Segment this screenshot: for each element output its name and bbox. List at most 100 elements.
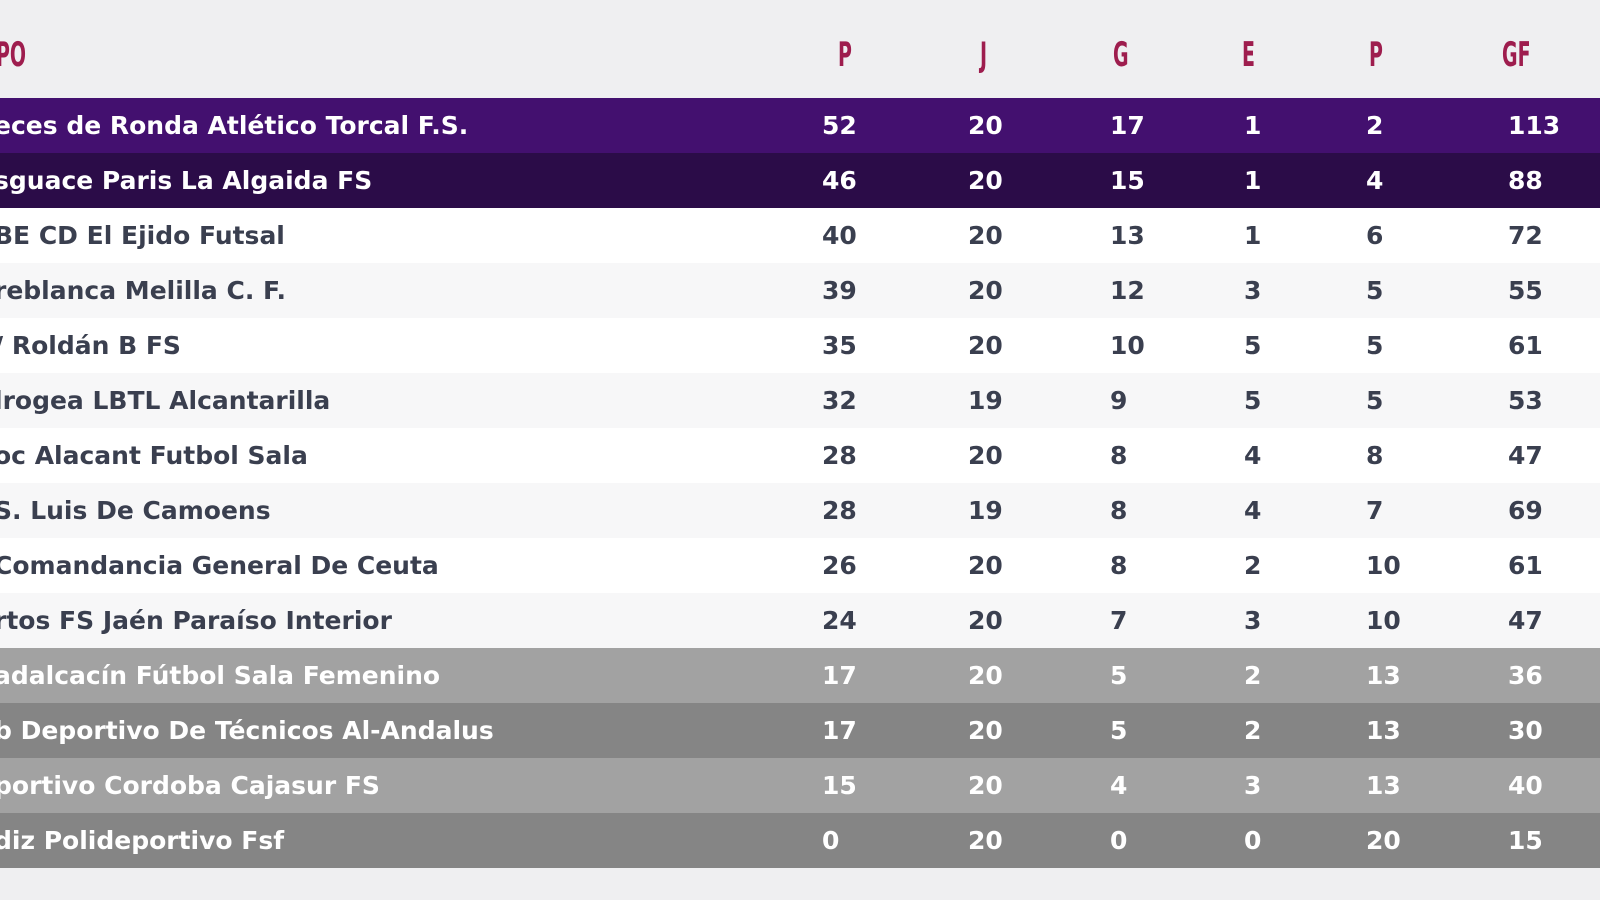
- played-value: 20: [968, 771, 1003, 800]
- team-name: S. Luis De Camoens: [0, 496, 271, 525]
- column-header-drawn: E: [1242, 35, 1255, 75]
- played-value: 20: [968, 331, 1003, 360]
- drawn-value: 4: [1244, 441, 1262, 470]
- goals-for-value: 55: [1508, 276, 1543, 305]
- table-row: portivo Cordoba Cajasur FS 15 20 4 3 13 …: [0, 758, 1600, 813]
- table-row: eces de Ronda Atlético Torcal F.S. 52 20…: [0, 98, 1600, 153]
- lost-value: 13: [1366, 661, 1401, 690]
- won-value: 13: [1110, 221, 1145, 250]
- goals-for-value: 15: [1508, 826, 1543, 855]
- lost-value: 8: [1366, 441, 1384, 470]
- lost-value: 13: [1366, 771, 1401, 800]
- table-header: PO P J G E P GF: [0, 0, 1600, 98]
- played-value: 20: [968, 826, 1003, 855]
- team-name: oc Alacant Futbol Sala: [0, 441, 308, 470]
- team-name: rtos FS Jaén Paraíso Interior: [0, 606, 392, 635]
- table-row: rtos FS Jaén Paraíso Interior 24 20 7 3 …: [0, 593, 1600, 648]
- goals-for-value: 61: [1508, 551, 1543, 580]
- team-name: portivo Cordoba Cajasur FS: [0, 771, 380, 800]
- team-name: adalcacín Fútbol Sala Femenino: [0, 661, 441, 690]
- drawn-value: 1: [1244, 166, 1262, 195]
- played-value: 20: [968, 441, 1003, 470]
- goals-for-value: 72: [1508, 221, 1543, 250]
- goals-for-value: 47: [1508, 606, 1543, 635]
- team-name: Comandancia General De Ceuta: [0, 551, 439, 580]
- drawn-value: 5: [1244, 386, 1262, 415]
- column-header-points: P: [838, 35, 852, 75]
- goals-for-value: 113: [1508, 111, 1561, 140]
- table-body: eces de Ronda Atlético Torcal F.S. 52 20…: [0, 98, 1600, 868]
- points-value: 35: [822, 331, 857, 360]
- points-value: 52: [822, 111, 857, 140]
- lost-value: 5: [1366, 276, 1384, 305]
- played-value: 20: [968, 276, 1003, 305]
- table-row: BE CD El Ejido Futsal 40 20 13 1 6 72: [0, 208, 1600, 263]
- points-value: 40: [822, 221, 857, 250]
- points-value: 32: [822, 386, 857, 415]
- team-name: sguace Paris La Algaida FS: [0, 166, 373, 195]
- played-value: 20: [968, 551, 1003, 580]
- played-value: 20: [968, 606, 1003, 635]
- drawn-value: 0: [1244, 826, 1262, 855]
- team-name: b Deportivo De Técnicos Al-Andalus: [0, 716, 494, 745]
- won-value: 9: [1110, 386, 1128, 415]
- played-value: 20: [968, 166, 1003, 195]
- column-header-goals-for: GF: [1502, 35, 1531, 75]
- drawn-value: 1: [1244, 111, 1262, 140]
- table-row: sguace Paris La Algaida FS 46 20 15 1 4 …: [0, 153, 1600, 208]
- lost-value: 7: [1366, 496, 1384, 525]
- lost-value: 10: [1366, 606, 1401, 635]
- table-row: b Deportivo De Técnicos Al-Andalus 17 20…: [0, 703, 1600, 758]
- table-row: oc Alacant Futbol Sala 28 20 8 4 8 47: [0, 428, 1600, 483]
- played-value: 19: [968, 386, 1003, 415]
- goals-for-value: 88: [1508, 166, 1543, 195]
- goals-for-value: 47: [1508, 441, 1543, 470]
- points-value: 26: [822, 551, 857, 580]
- played-value: 20: [968, 661, 1003, 690]
- team-name: lrogea LBTL Alcantarilla: [0, 386, 331, 415]
- drawn-value: 3: [1244, 606, 1262, 635]
- won-value: 17: [1110, 111, 1145, 140]
- drawn-value: 5: [1244, 331, 1262, 360]
- table-row: / Roldán B FS 35 20 10 5 5 61: [0, 318, 1600, 373]
- lost-value: 13: [1366, 716, 1401, 745]
- played-value: 20: [968, 716, 1003, 745]
- lost-value: 2: [1366, 111, 1384, 140]
- points-value: 24: [822, 606, 857, 635]
- table-row: adalcacín Fútbol Sala Femenino 17 20 5 2…: [0, 648, 1600, 703]
- points-value: 28: [822, 441, 857, 470]
- won-value: 0: [1110, 826, 1128, 855]
- drawn-value: 1: [1244, 221, 1262, 250]
- table-row: Comandancia General De Ceuta 26 20 8 2 1…: [0, 538, 1600, 593]
- column-header-played: J: [980, 35, 988, 75]
- table-row: reblanca Melilla C. F. 39 20 12 3 5 55: [0, 263, 1600, 318]
- lost-value: 20: [1366, 826, 1401, 855]
- team-name: eces de Ronda Atlético Torcal F.S.: [0, 111, 469, 140]
- won-value: 5: [1110, 661, 1128, 690]
- team-name: BE CD El Ejido Futsal: [0, 221, 285, 250]
- won-value: 7: [1110, 606, 1128, 635]
- table-row: S. Luis De Camoens 28 19 8 4 7 69: [0, 483, 1600, 538]
- drawn-value: 3: [1244, 771, 1262, 800]
- won-value: 15: [1110, 166, 1145, 195]
- column-header-lost: P: [1369, 35, 1383, 75]
- goals-for-value: 40: [1508, 771, 1543, 800]
- column-header-team: PO: [0, 35, 27, 75]
- lost-value: 5: [1366, 331, 1384, 360]
- points-value: 17: [822, 716, 857, 745]
- table-row: diz Polideportivo Fsf 0 20 0 0 20 15: [0, 813, 1600, 868]
- team-name: diz Polideportivo Fsf: [0, 826, 285, 855]
- table-row: lrogea LBTL Alcantarilla 32 19 9 5 5 53: [0, 373, 1600, 428]
- played-value: 19: [968, 496, 1003, 525]
- points-value: 28: [822, 496, 857, 525]
- points-value: 46: [822, 166, 857, 195]
- points-value: 15: [822, 771, 857, 800]
- won-value: 10: [1110, 331, 1145, 360]
- goals-for-value: 30: [1508, 716, 1543, 745]
- lost-value: 4: [1366, 166, 1384, 195]
- lost-value: 10: [1366, 551, 1401, 580]
- won-value: 8: [1110, 441, 1128, 470]
- won-value: 8: [1110, 496, 1128, 525]
- points-value: 0: [822, 826, 840, 855]
